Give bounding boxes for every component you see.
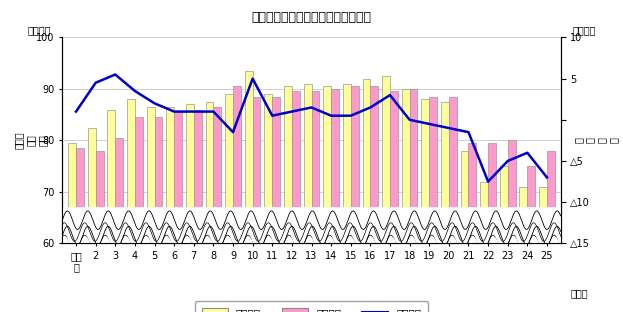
Bar bbox=[480, 182, 488, 243]
Bar bbox=[429, 97, 437, 243]
Bar bbox=[88, 128, 96, 243]
Bar bbox=[233, 86, 241, 243]
Bar bbox=[76, 148, 84, 243]
Bar bbox=[323, 86, 331, 243]
Bar bbox=[449, 97, 457, 243]
Bar bbox=[245, 71, 253, 243]
Bar bbox=[214, 107, 221, 243]
Bar bbox=[155, 117, 163, 243]
Bar bbox=[527, 166, 535, 243]
Y-axis label: 転入・
転出
者数: 転入・ 転出 者数 bbox=[14, 132, 47, 149]
Bar bbox=[382, 76, 390, 243]
Bar bbox=[96, 151, 103, 243]
Bar bbox=[115, 138, 123, 243]
Bar bbox=[225, 94, 233, 243]
Y-axis label: 社
会
動
態: 社 会 動 態 bbox=[573, 138, 618, 143]
Bar bbox=[186, 104, 194, 243]
Legend: 転入者数, 転出者数, 社会動態: 転入者数, 転出者数, 社会動態 bbox=[196, 301, 427, 312]
Bar bbox=[547, 151, 555, 243]
Bar bbox=[402, 89, 409, 243]
Bar bbox=[253, 97, 260, 243]
Bar bbox=[174, 112, 182, 243]
Bar bbox=[107, 110, 115, 243]
Bar bbox=[539, 187, 547, 243]
Bar bbox=[370, 86, 378, 243]
Bar bbox=[284, 86, 292, 243]
Bar bbox=[409, 89, 417, 243]
Text: （年）: （年） bbox=[571, 289, 588, 299]
Bar bbox=[312, 91, 320, 243]
Bar bbox=[390, 91, 398, 243]
Bar bbox=[520, 187, 527, 243]
Bar bbox=[68, 143, 76, 243]
Bar bbox=[421, 99, 429, 243]
Bar bbox=[264, 94, 272, 243]
Bar bbox=[146, 107, 155, 243]
Bar bbox=[135, 117, 143, 243]
Bar bbox=[500, 166, 508, 243]
Bar bbox=[508, 140, 516, 243]
Bar bbox=[272, 97, 280, 243]
Text: （千人）: （千人） bbox=[27, 25, 51, 35]
Bar bbox=[488, 143, 496, 243]
Title: 転入・転出者数及び社会動態の推移: 転入・転出者数及び社会動態の推移 bbox=[252, 11, 371, 24]
Bar bbox=[292, 91, 300, 243]
Bar bbox=[331, 89, 339, 243]
Bar bbox=[166, 107, 174, 243]
Bar bbox=[351, 86, 359, 243]
Bar bbox=[363, 79, 370, 243]
Bar bbox=[441, 102, 449, 243]
Bar bbox=[460, 151, 468, 243]
Bar bbox=[127, 99, 135, 243]
Bar bbox=[468, 143, 477, 243]
Bar bbox=[303, 84, 312, 243]
Text: （千人）: （千人） bbox=[572, 25, 596, 35]
Bar bbox=[343, 84, 351, 243]
Bar bbox=[206, 102, 214, 243]
Bar bbox=[194, 110, 202, 243]
